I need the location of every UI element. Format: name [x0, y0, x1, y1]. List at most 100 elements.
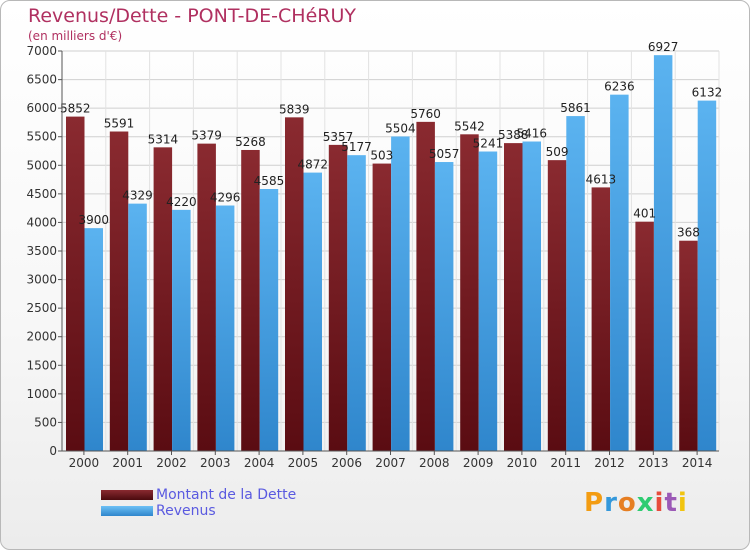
x-tick-label-2002: 2002 [156, 456, 187, 470]
bar-revenus-2001 [128, 203, 147, 451]
bar-revenus-2005 [303, 172, 322, 451]
bar-dette-2013 [635, 221, 654, 451]
y-tick-label-2500: 2500 [26, 301, 57, 315]
x-tick-label-2006: 2006 [331, 456, 362, 470]
bar-revenus-2012 [610, 94, 629, 452]
bar-revenus-2011 [566, 116, 585, 451]
value-label-revenus-2005: 4872 [297, 158, 328, 172]
bar-revenus-2008 [434, 162, 454, 451]
value-label-dette-2000: 5852 [60, 102, 91, 116]
value-label-revenus-2009: 5241 [473, 137, 504, 151]
bar-dette-2000 [66, 116, 85, 451]
y-tick-label-500: 500 [34, 415, 57, 429]
x-tick-label-2011: 2011 [550, 456, 581, 470]
bar-dette-2004 [241, 149, 260, 451]
value-label-revenus-2004: 4585 [254, 174, 285, 188]
y-tick-label-1000: 1000 [26, 387, 57, 401]
bar-dette-2008 [416, 121, 435, 451]
y-tick-label-7000: 7000 [26, 44, 57, 58]
y-tick-label-3500: 3500 [26, 244, 57, 258]
value-label-dette-2001: 5591 [104, 117, 135, 131]
x-tick-label-2013: 2013 [638, 456, 669, 470]
x-tick-label-2004: 2004 [244, 456, 275, 470]
x-tick-label-2010: 2010 [507, 456, 538, 470]
value-label-revenus-2006: 5177 [341, 140, 372, 154]
value-label-dette-2004: 5268 [235, 135, 266, 149]
value-label-dette-2011: 509 [546, 145, 569, 159]
bar-revenus-2004 [259, 189, 279, 451]
value-label-revenus-2014: 6132 [692, 86, 723, 100]
y-tick-label-5500: 5500 [26, 130, 57, 144]
value-label-dette-2002: 5314 [148, 132, 179, 146]
logo-letter: r [604, 488, 618, 518]
bar-revenus-2009 [478, 151, 498, 451]
x-tick-label-2003: 2003 [200, 456, 231, 470]
y-tick-label-1500: 1500 [26, 358, 57, 372]
bar-revenus-2003 [215, 205, 235, 451]
value-label-dette-2003: 5379 [191, 129, 222, 143]
y-tick-label-4500: 4500 [26, 187, 57, 201]
value-label-dette-2006: 5357 [323, 130, 354, 144]
bar-dette-2014 [679, 240, 698, 451]
value-label-revenus-2007: 5504 [385, 121, 416, 135]
bar-dette-2011 [547, 160, 567, 451]
y-tick-label-4000: 4000 [26, 215, 57, 229]
bar-dette-2007 [372, 163, 392, 452]
x-tick-label-2007: 2007 [375, 456, 406, 470]
bar-revenus-2007 [391, 136, 410, 451]
y-tick-label-6500: 6500 [26, 73, 57, 87]
bar-dette-2009 [460, 134, 479, 452]
x-tick-label-2014: 2014 [682, 456, 713, 470]
logo-letter: i [654, 488, 665, 518]
logo-letter: P [584, 488, 605, 518]
bar-revenus-2010 [522, 141, 541, 451]
value-label-revenus-2013: 6927 [648, 40, 679, 54]
chart-subtitle: (en milliers d'€) [28, 29, 123, 43]
y-tick-label-3000: 3000 [26, 273, 57, 287]
logo-letter: x [636, 488, 655, 518]
x-tick-label-2000: 2000 [69, 456, 100, 470]
value-label-dette-2007: 503 [370, 149, 393, 163]
legend-swatch-revenus [101, 506, 153, 516]
bar-revenus-2014 [697, 100, 717, 451]
bar-dette-2001 [109, 131, 129, 451]
value-label-revenus-2011: 5861 [560, 101, 591, 115]
bar-dette-2003 [197, 143, 216, 451]
bar-revenus-2002 [172, 209, 191, 451]
x-tick-label-2001: 2001 [112, 456, 143, 470]
x-tick-label-2009: 2009 [463, 456, 494, 470]
y-tick-label-6000: 6000 [26, 101, 57, 115]
bar-dette-2010 [504, 143, 523, 451]
proxiti-logo: Proxiti [584, 488, 688, 518]
chart-title: Revenus/Dette - PONT-DE-CHéRUY [28, 5, 356, 27]
value-label-dette-2010: 5388 [498, 128, 529, 142]
bar-revenus-2013 [653, 55, 673, 452]
x-tick-label-2012: 2012 [594, 456, 625, 470]
value-label-revenus-2012: 6236 [604, 80, 635, 94]
value-label-revenus-2003: 4296 [210, 191, 241, 205]
legend-label-revenus: Revenus [156, 503, 216, 519]
logo-letter: t [664, 488, 678, 518]
bar-revenus-2000 [84, 228, 103, 451]
bar-dette-2006 [328, 144, 348, 451]
y-tick-label-0: 0 [49, 444, 57, 458]
value-label-dette-2013: 401 [633, 207, 656, 221]
legend-label-dette: Montant de la Dette [156, 487, 297, 503]
value-label-revenus-2000: 3900 [78, 213, 109, 227]
x-tick-label-2005: 2005 [288, 456, 319, 470]
value-label-revenus-2010: 5416 [516, 127, 547, 141]
legend-swatch-dette [101, 490, 153, 500]
bar-dette-2002 [153, 147, 173, 452]
bar-revenus-2006 [347, 155, 366, 451]
x-tick-label-2008: 2008 [419, 456, 450, 470]
bar-dette-2012 [591, 187, 611, 451]
value-label-dette-2014: 368 [677, 226, 700, 240]
value-label-dette-2005: 5839 [279, 102, 310, 116]
logo-letter: o [617, 488, 637, 518]
y-tick-label-2000: 2000 [26, 330, 57, 344]
value-label-revenus-2002: 4220 [166, 195, 197, 209]
value-label-revenus-2001: 4329 [122, 189, 153, 203]
logo-letter: i [677, 488, 688, 518]
